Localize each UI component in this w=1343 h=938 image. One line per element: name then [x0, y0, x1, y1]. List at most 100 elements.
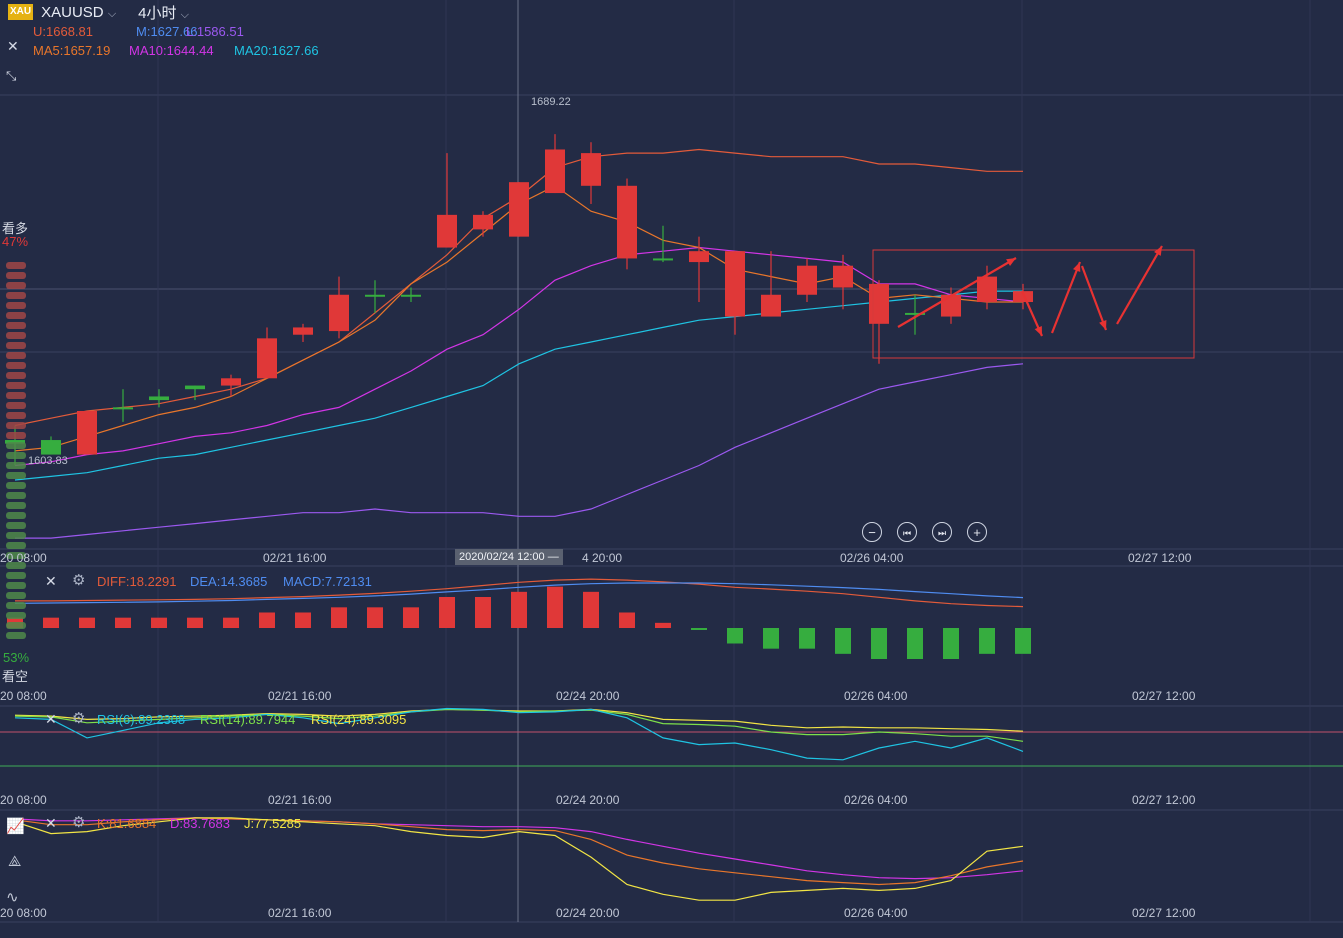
macd-bar — [619, 612, 635, 628]
sentiment-segment — [6, 442, 26, 449]
macd-diff-line — [15, 578, 1024, 608]
sentiment-segment — [6, 412, 26, 419]
sentiment-segment — [6, 612, 26, 619]
sentiment-segment — [6, 482, 26, 489]
boll-lower-line — [15, 363, 1024, 539]
interval-name: 4小时 — [138, 4, 177, 22]
close-main-indicator-icon[interactable]: ✕ — [7, 38, 19, 54]
low-price-mark: 1603.83 — [28, 455, 68, 467]
sentiment-segment — [6, 332, 26, 339]
candle-body — [5, 440, 25, 444]
macd-bar — [295, 612, 311, 628]
ma20-line — [14, 290, 1023, 481]
candle-body — [293, 327, 313, 335]
close-kdj-icon[interactable]: ✕ — [45, 815, 57, 831]
drawn-arrow-head — [1154, 246, 1162, 256]
sentiment-segment — [6, 392, 26, 399]
sentiment-segment — [6, 582, 26, 589]
drawn-arrow — [897, 257, 1017, 328]
candle-body — [473, 214, 493, 230]
macd-bar — [151, 617, 167, 628]
drawing-compass-icon[interactable]: ⟁ — [8, 853, 22, 870]
macd-bar — [43, 617, 59, 628]
sentiment-segment — [6, 282, 26, 289]
macd-bar — [439, 597, 455, 628]
candle-body — [869, 283, 889, 324]
x-tick: 02/27 12:00 — [1128, 551, 1192, 565]
candle-body — [365, 294, 385, 297]
candle-body — [149, 396, 169, 401]
kdj-d-line — [14, 817, 1024, 880]
zoom-in-button[interactable]: + — [967, 522, 987, 542]
candle-body — [833, 265, 853, 288]
macd-bar — [403, 607, 419, 628]
candle-body — [113, 407, 133, 410]
crosshair-time-text: 2020/02/24 12:00 — [459, 551, 545, 563]
macd-diff-label: DIFF:18.2291 — [97, 574, 177, 589]
close-rsi-icon[interactable]: ✕ — [45, 711, 57, 727]
sentiment-segment — [6, 602, 26, 609]
ma20-label: MA20:1627.66 — [234, 43, 319, 58]
x-tick: 20 08:00 — [0, 793, 47, 807]
interval-selector[interactable]: 4小时 ⌵ — [138, 2, 189, 23]
rsi14-label: RSI(14):89.7944 — [200, 712, 296, 727]
drawn-arrow-head — [1072, 262, 1081, 272]
sentiment-bar — [6, 262, 26, 639]
rsi24-line — [14, 708, 1024, 732]
candle-body — [509, 182, 529, 237]
gear-icon[interactable]: ⚙ — [72, 572, 86, 589]
x-tick: 02/26 04:00 — [840, 551, 904, 565]
macd-bar — [979, 628, 995, 654]
boll-upper-label: U:1668.81 — [33, 24, 93, 39]
sentiment-segment — [6, 432, 26, 439]
candle-body — [401, 294, 421, 297]
x-tick: 02/21 16:00 — [268, 793, 332, 807]
candle-body — [185, 385, 205, 390]
macd-bar — [475, 597, 491, 628]
x-tick: 02/27 12:00 — [1132, 793, 1196, 807]
sentiment-segment — [6, 272, 26, 279]
x-tick: 02/24 20:00 — [556, 689, 620, 703]
drawn-arrow-head — [1099, 320, 1107, 330]
scroll-left-button[interactable]: ⏮ — [897, 522, 917, 542]
macd-dea-label: DEA:14.3685 — [190, 574, 268, 589]
drawn-arrow — [1080, 265, 1108, 331]
candle-body — [617, 185, 637, 259]
macd-dea-line — [14, 582, 1024, 604]
indicator-chart-icon[interactable]: 📈 — [6, 818, 25, 835]
user-drawings[interactable] — [872, 245, 1195, 359]
symbol-selector[interactable]: XAUUSD ⌵ — [41, 4, 116, 21]
sentiment-segment — [6, 502, 26, 509]
candle-body — [761, 294, 781, 317]
macd-bar — [691, 628, 707, 630]
waveform-icon[interactable]: ∿ — [6, 889, 19, 906]
gear-icon[interactable]: ⚙ — [72, 710, 86, 727]
drawn-arrow-head — [1034, 326, 1042, 336]
sentiment-segment — [6, 452, 26, 459]
macd-bar — [871, 628, 887, 659]
x-tick: 4 20:00 — [582, 551, 623, 565]
macd-bar — [259, 612, 275, 628]
close-macd-icon[interactable]: ✕ — [45, 573, 57, 589]
chevron-down-icon: ⌵ — [107, 7, 117, 20]
zoom-out-button[interactable]: − — [862, 522, 882, 542]
sentiment-segment — [6, 262, 26, 269]
sentiment-segment — [6, 562, 26, 569]
ma10-label: MA10:1644.44 — [129, 43, 214, 58]
x-tick: 02/26 04:00 — [844, 793, 908, 807]
collapse-icon[interactable]: ⤡ — [6, 68, 17, 83]
sentiment-segment — [6, 552, 26, 559]
macd-bar — [331, 607, 347, 628]
macd-bar — [187, 617, 203, 628]
macd-bar — [727, 628, 743, 644]
drawn-arrow — [1116, 245, 1163, 325]
symbol-logo: XAU — [8, 4, 34, 20]
scroll-right-button[interactable]: ⏭ — [932, 522, 952, 542]
candle-body — [653, 258, 673, 261]
sentiment-segment — [6, 622, 26, 629]
macd-bar — [547, 586, 563, 628]
gear-icon[interactable]: ⚙ — [72, 814, 86, 831]
sentiment-segment — [6, 312, 26, 319]
